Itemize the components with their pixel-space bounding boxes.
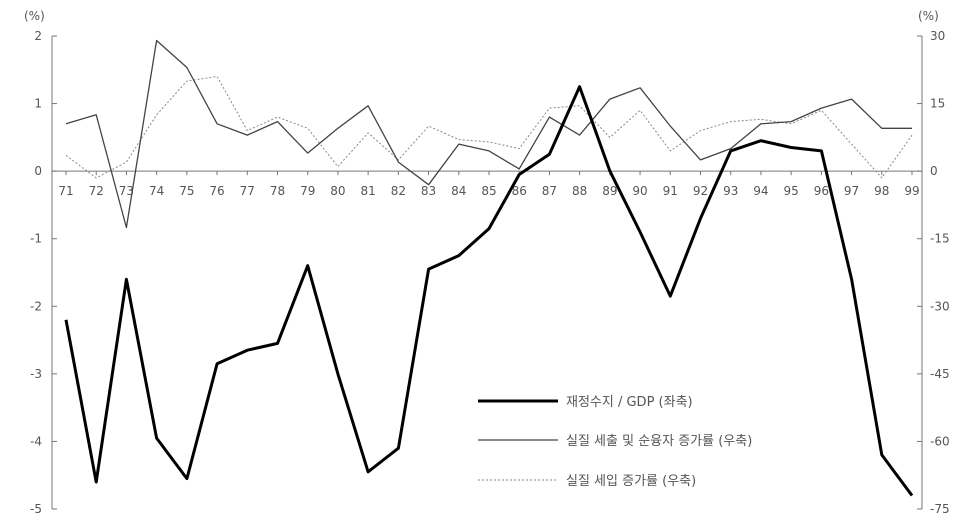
series-lines bbox=[64, 39, 914, 497]
x-tick-label: 82 bbox=[391, 184, 406, 198]
right-tick-label: -75 bbox=[930, 502, 950, 516]
legend-label-expenditure: 실질 세출 및 순융자 증가률 (우축) bbox=[566, 434, 752, 449]
x-tick-label: 87 bbox=[542, 184, 557, 198]
left-tick-label: -3 bbox=[30, 367, 42, 381]
x-tick-label: 97 bbox=[844, 184, 859, 198]
series-line-1 bbox=[65, 39, 912, 229]
right-tick-label: 0 bbox=[930, 164, 938, 178]
axes bbox=[51, 36, 923, 509]
x-tick-label: 72 bbox=[89, 184, 104, 198]
right-tick-label: -30 bbox=[930, 299, 950, 313]
right-tick-label: -15 bbox=[930, 232, 950, 246]
x-tick-label: 91 bbox=[663, 184, 678, 198]
x-tick-label: 98 bbox=[874, 184, 889, 198]
x-tick-label: 84 bbox=[451, 184, 466, 198]
x-tick-label: 96 bbox=[814, 184, 829, 198]
legend-label-fiscal-balance: 재정수지 / GDP (좌축) bbox=[566, 395, 693, 410]
series-line-0 bbox=[64, 85, 914, 497]
left-axis-unit: (%) bbox=[24, 9, 45, 23]
left-tick-label: 0 bbox=[34, 164, 42, 178]
legend: 재정수지 / GDP (좌축) 실질 세출 및 순융자 증가률 (우축) 실질 … bbox=[478, 395, 752, 489]
x-axis-ticks: 71 72 73 74 75 76 77 78 79 80 81 82 83 84 85 86 87 88 89 90… bbox=[58, 171, 920, 198]
legend-label-revenue: 실질 세입 증가률 (우축) bbox=[566, 474, 696, 489]
x-tick-label: 99 bbox=[904, 184, 919, 198]
left-tick-label: 1 bbox=[34, 97, 42, 111]
x-tick-label: 83 bbox=[421, 184, 436, 198]
x-tick-label: 78 bbox=[270, 184, 285, 198]
left-tick-label: -1 bbox=[30, 232, 42, 246]
x-tick-label: 88 bbox=[572, 184, 587, 198]
right-tick-label: 15 bbox=[930, 97, 945, 111]
left-tick-label: -5 bbox=[30, 502, 42, 516]
left-tick-label: -2 bbox=[30, 299, 42, 313]
left-tick-label: -4 bbox=[30, 434, 42, 448]
right-tick-label: -45 bbox=[930, 367, 950, 381]
x-tick-label: 79 bbox=[300, 184, 315, 198]
x-tick-label: 85 bbox=[481, 184, 496, 198]
right-axis-ticks: 30 15 0 -15 -30 -45 -60 -75 bbox=[917, 29, 950, 516]
x-tick-label: 95 bbox=[784, 184, 799, 198]
x-tick-label: 93 bbox=[723, 184, 738, 198]
x-tick-label: 81 bbox=[361, 184, 376, 198]
x-tick-label: 86 bbox=[512, 184, 527, 198]
x-tick-label: 76 bbox=[209, 184, 224, 198]
x-tick-label: 74 bbox=[149, 184, 164, 198]
right-axis-unit: (%) bbox=[918, 9, 939, 23]
x-tick-label: 92 bbox=[693, 184, 708, 198]
x-tick-label: 89 bbox=[602, 184, 617, 198]
x-tick-label: 75 bbox=[179, 184, 194, 198]
right-tick-label: 30 bbox=[930, 29, 945, 43]
left-tick-label: 2 bbox=[34, 29, 42, 43]
x-tick-label: 94 bbox=[753, 184, 768, 198]
x-tick-label: 77 bbox=[240, 184, 255, 198]
x-tick-label: 71 bbox=[58, 184, 73, 198]
x-tick-label: 80 bbox=[330, 184, 345, 198]
x-tick-label: 90 bbox=[632, 184, 647, 198]
x-tick-label: 73 bbox=[119, 184, 134, 198]
right-tick-label: -60 bbox=[930, 434, 950, 448]
series-line-2 bbox=[65, 76, 913, 179]
left-axis-ticks: 2 1 0 -1 -2 -3 -4 -5 bbox=[30, 29, 57, 516]
